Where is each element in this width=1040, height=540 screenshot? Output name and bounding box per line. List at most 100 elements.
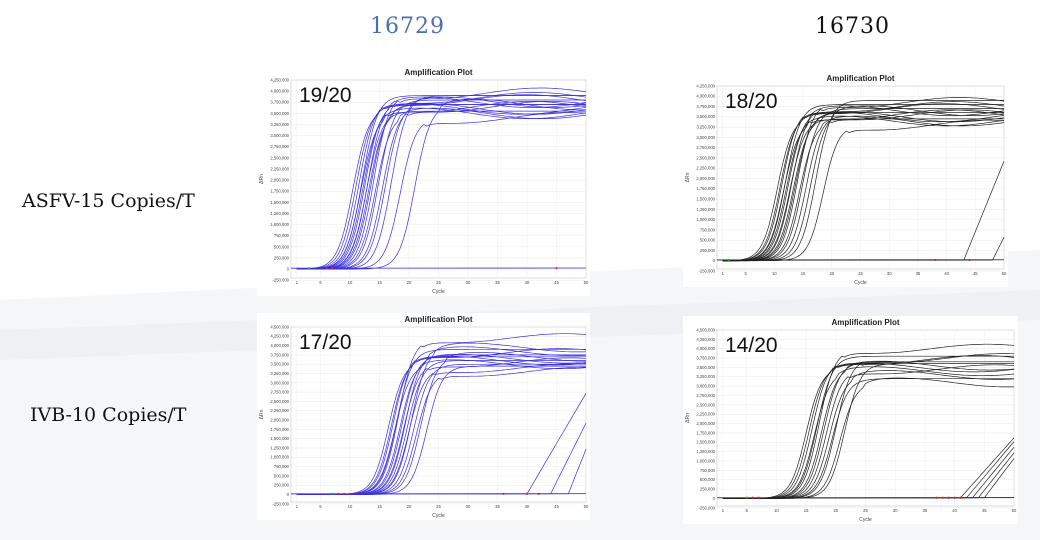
y-tick-label: 3,750,000	[270, 352, 289, 357]
y-tick-label: 2,750,000	[270, 390, 289, 395]
threshold-marker	[307, 267, 310, 270]
x-tick-label: 15	[804, 508, 809, 513]
x-tick-label: 45	[982, 508, 987, 513]
y-tick-label: 1,500,000	[696, 196, 715, 201]
threshold-marker	[934, 258, 937, 262]
x-axis-label: Cycle	[432, 289, 445, 295]
column-header-16730: 16730	[815, 14, 890, 39]
x-tick-label: 25	[863, 508, 868, 513]
x-tick-label: 35	[495, 280, 500, 285]
amplification-curve	[296, 107, 587, 270]
x-tick-label: 30	[893, 508, 898, 513]
y-tick-label: 2,750,000	[696, 393, 715, 398]
y-tick-label: 250,000	[700, 487, 716, 492]
threshold-marker	[343, 492, 346, 495]
y-tick-label: 2,500,000	[696, 155, 715, 160]
x-tick-label: 10	[348, 504, 353, 509]
row-label-asfv: ASFV-15 Copies/T	[22, 190, 195, 212]
y-tick-label: 3,250,000	[696, 374, 715, 379]
y-tick-label: 3,750,000	[270, 100, 289, 105]
y-tick-label: 2,000,000	[696, 421, 715, 426]
x-axis-label: Cycle	[432, 513, 445, 519]
x-tick-label: 45	[554, 280, 559, 285]
y-tick-label: 4,250,000	[696, 337, 715, 342]
y-tick-label: 3,750,000	[696, 355, 715, 360]
y-tick-label: 2,250,000	[270, 166, 289, 171]
x-axis-label: Cycle	[859, 517, 872, 523]
amplification-curve	[722, 108, 1004, 262]
x-tick-label: 1	[722, 508, 725, 513]
amplification-plot-ivb-16729: Amplification Plot 4,500,000 4,250,000 4,00…	[257, 313, 590, 520]
y-tick-label: 500,000	[274, 244, 290, 249]
y-tick-label: 250,000	[274, 483, 290, 488]
plot-title: Amplification Plot	[827, 74, 895, 83]
y-tick-label: 1,500,000	[270, 436, 289, 441]
amplification-curve	[296, 98, 586, 270]
x-axis-label: Cycle	[854, 280, 867, 286]
amplification-curve	[722, 115, 1005, 262]
threshold-marker	[727, 258, 730, 262]
positive-ratio-label: 18/20	[725, 90, 778, 113]
y-tick-label: 4,500,000	[270, 324, 289, 329]
amplification-curve	[722, 105, 1005, 262]
amplification-curve	[722, 109, 1005, 262]
y-tick-label: 2,000,000	[270, 178, 289, 183]
y-tick-label: 1,500,000	[270, 200, 289, 205]
y-tick-label: 2,500,000	[270, 155, 289, 160]
y-tick-label: -250,000	[272, 501, 289, 506]
chart-svg: Amplification Plot 4,250,000 4,000,000 3,75…	[259, 68, 589, 295]
plot-title: Amplification Plot	[405, 68, 473, 77]
x-tick-label: 25	[436, 504, 441, 509]
amplification-curve	[722, 101, 1005, 262]
amplification-curve	[296, 101, 587, 270]
y-tick-label: 0	[713, 258, 716, 263]
positive-ratio-label: 17/20	[299, 331, 352, 354]
x-tick-label: 30	[466, 504, 471, 509]
threshold-marker	[745, 496, 748, 499]
y-tick-label: 4,000,000	[696, 346, 715, 351]
amplification-curve	[296, 99, 586, 270]
x-tick-label: 25	[436, 280, 441, 285]
plot-title: Amplification Plot	[832, 318, 900, 327]
threshold-marker	[941, 496, 944, 499]
y-tick-label: 3,500,000	[270, 362, 289, 367]
x-tick-label: 35	[916, 271, 921, 276]
x-tick-label: 20	[407, 280, 412, 285]
amplification-curve	[722, 104, 1004, 262]
chart-svg: Amplification Plot 4,500,000 4,250,000 4,00…	[259, 315, 589, 519]
amplification-curve	[722, 97, 1005, 262]
y-tick-label: 4,250,000	[696, 83, 715, 88]
y-tick-label: 250,000	[274, 255, 290, 260]
amplification-curve	[722, 118, 1004, 262]
y-tick-label: 1,500,000	[696, 440, 715, 445]
y-tick-label: 4,250,000	[270, 77, 289, 82]
threshold-marker	[331, 267, 334, 270]
positive-ratio-label: 14/20	[725, 334, 778, 357]
y-tick-label: 1,750,000	[696, 430, 715, 435]
x-tick-label: 15	[377, 504, 382, 509]
amplification-curve	[296, 96, 587, 270]
x-tick-label: 25	[858, 271, 863, 276]
y-axis-label: ΔRn	[259, 409, 265, 419]
y-tick-label: 1,250,000	[696, 449, 715, 454]
x-tick-label: 5	[319, 504, 322, 509]
threshold-marker	[935, 496, 938, 499]
y-axis-label: ΔRn	[685, 172, 691, 182]
y-tick-label: 4,000,000	[696, 94, 715, 99]
amplification-plot-ivb-16730: Amplification Plot 4,500,000 4,250,000 4,00…	[683, 316, 1018, 524]
x-tick-label: 1	[296, 280, 299, 285]
amplification-curve	[296, 92, 587, 270]
y-tick-label: 4,250,000	[270, 334, 289, 339]
amplification-plot-asfv-16730: Amplification Plot 4,250,000 4,000,000 3,75…	[683, 72, 1008, 287]
threshold-marker	[751, 496, 754, 499]
threshold-marker	[537, 492, 540, 495]
y-tick-label: 2,000,000	[696, 176, 715, 181]
x-tick-label: 10	[348, 280, 353, 285]
x-tick-label: 50	[584, 504, 589, 509]
y-tick-label: 250,000	[700, 248, 716, 253]
y-tick-label: -250,000	[272, 278, 289, 283]
amplification-plot-asfv-16729: Amplification Plot 4,250,000 4,000,000 3,75…	[257, 66, 590, 296]
y-tick-label: 4,000,000	[270, 89, 289, 94]
y-tick-label: 2,500,000	[696, 402, 715, 407]
x-tick-label: 1	[722, 271, 725, 276]
